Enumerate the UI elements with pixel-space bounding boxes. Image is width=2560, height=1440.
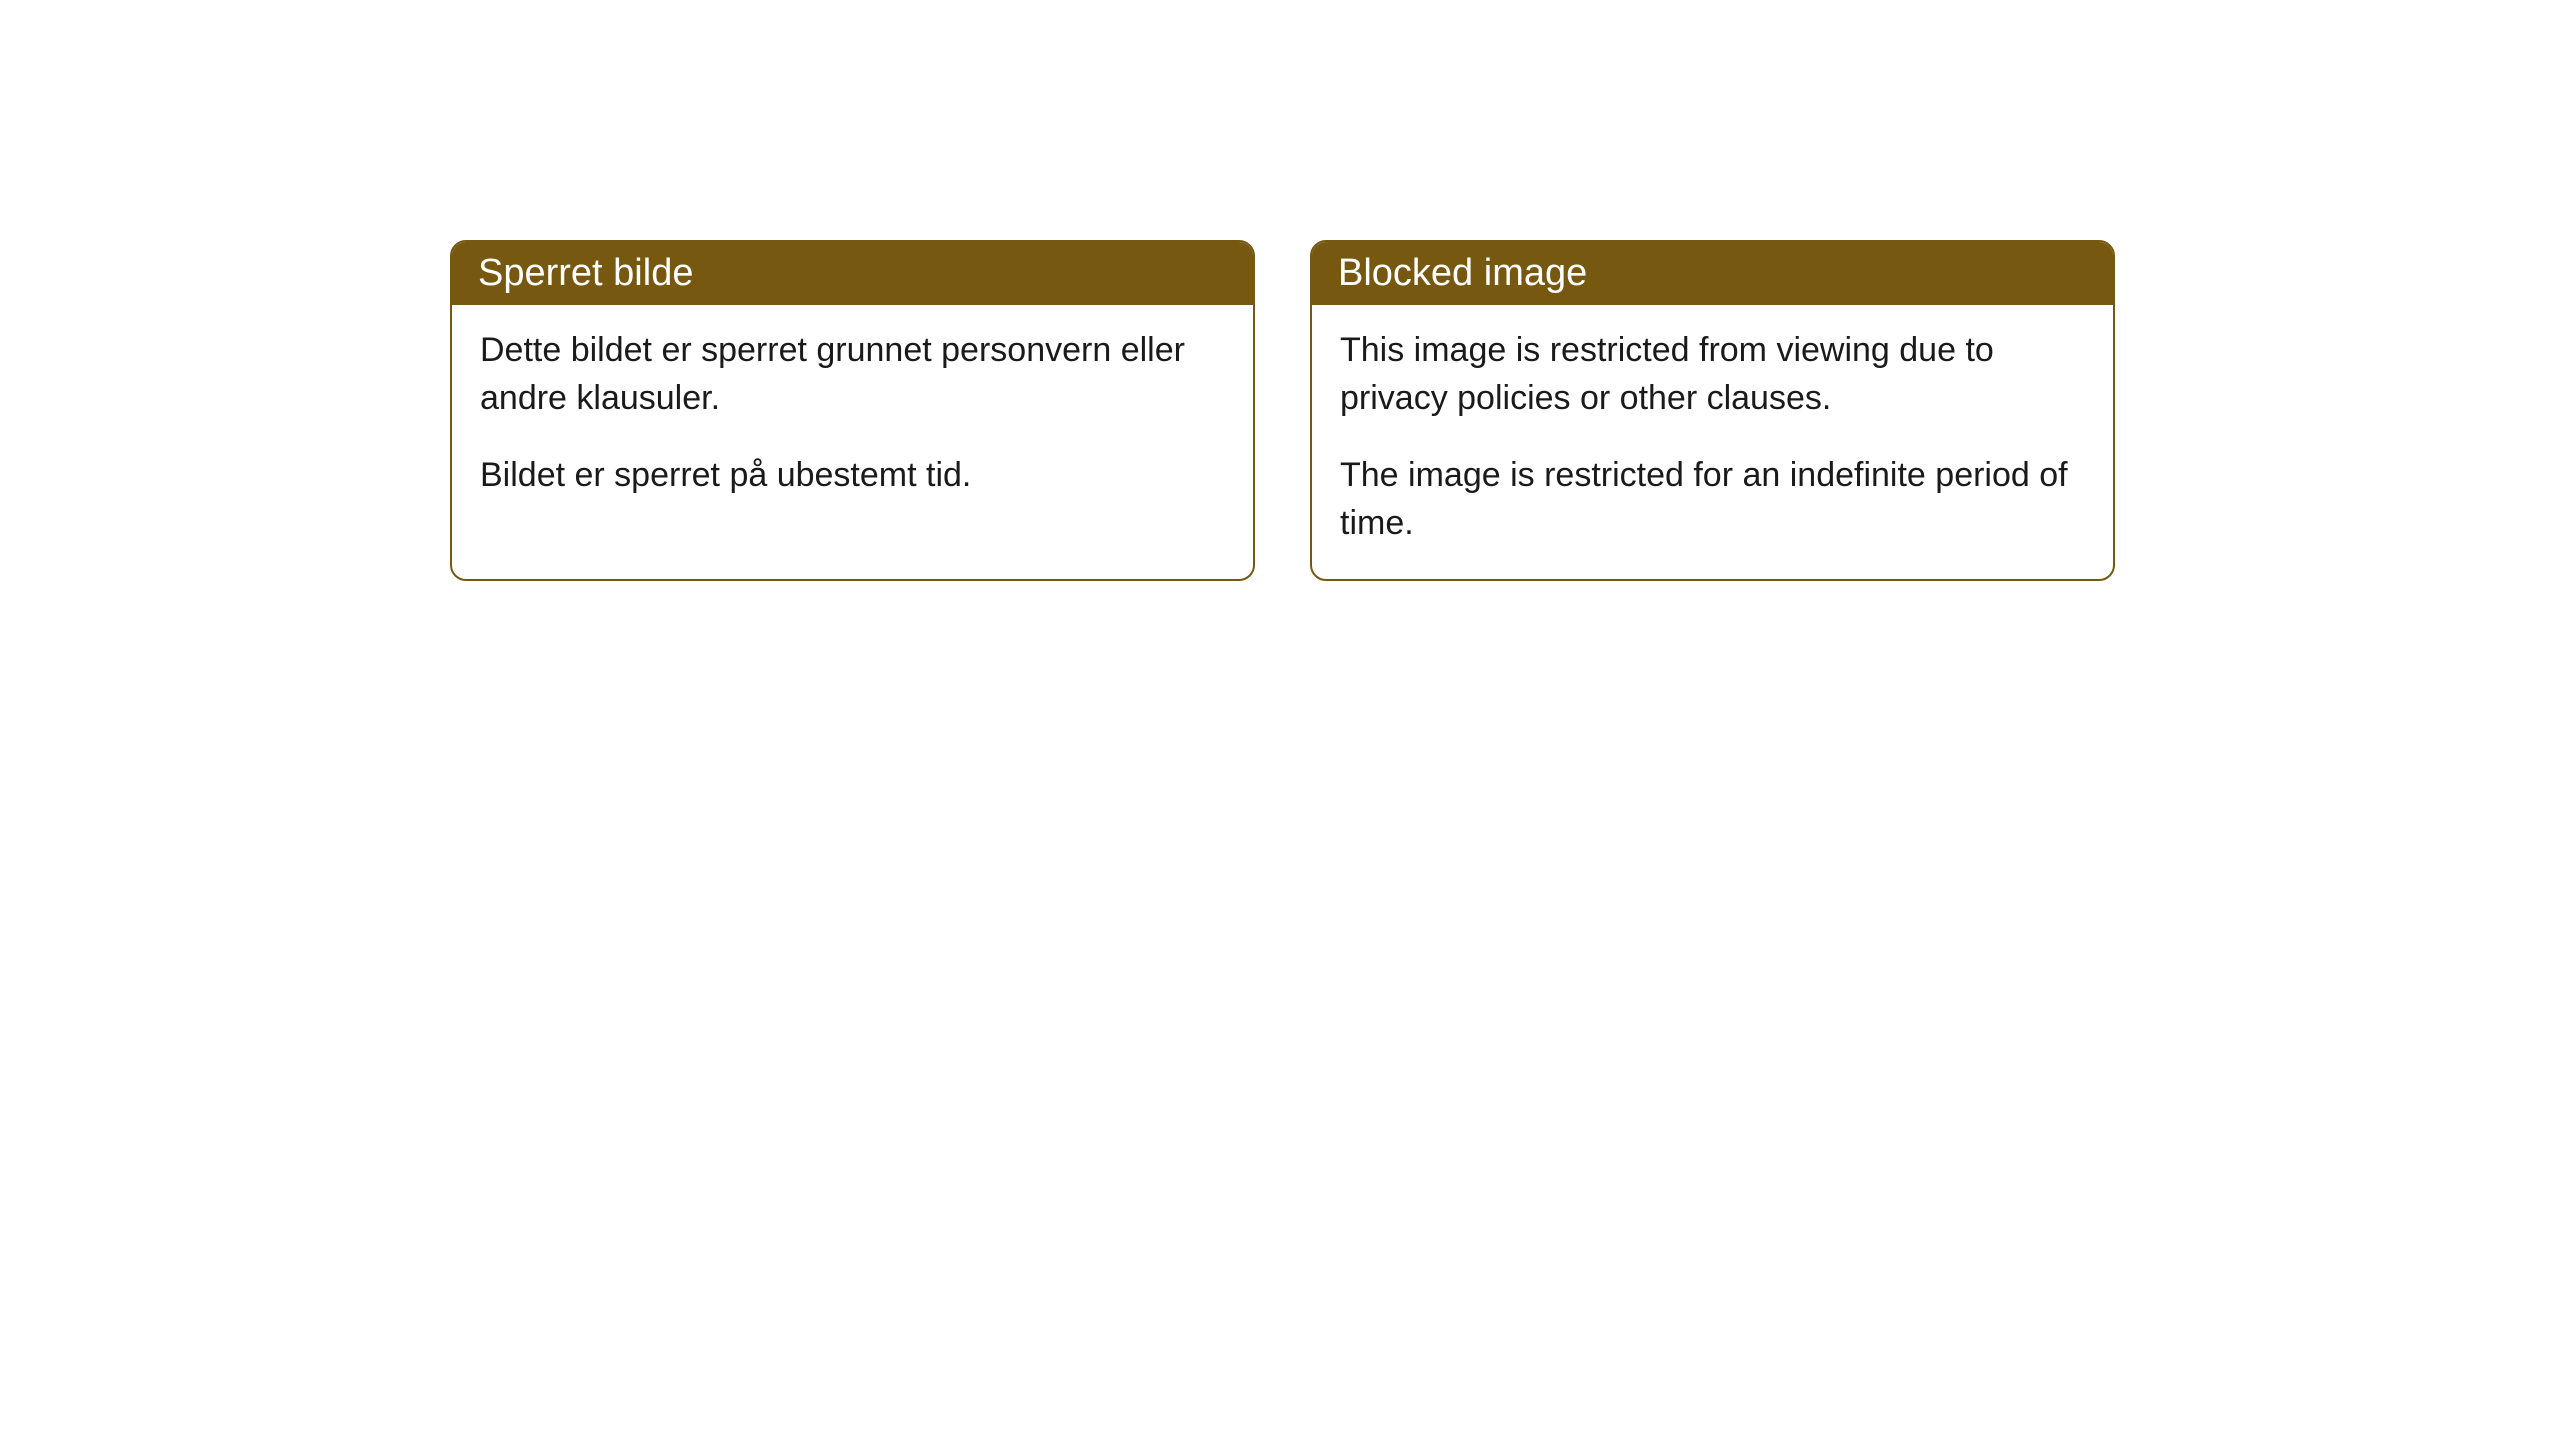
card-title: Blocked image: [1338, 252, 1587, 294]
card-title: Sperret bilde: [478, 252, 693, 294]
notice-cards-container: Sperret bilde Dette bildet er sperret gr…: [0, 0, 2560, 581]
blocked-image-card-english: Blocked image This image is restricted f…: [1310, 240, 2115, 581]
card-paragraph: Dette bildet er sperret grunnet personve…: [480, 327, 1225, 422]
card-paragraph: Bildet er sperret på ubestemt tid.: [480, 452, 1225, 500]
blocked-image-card-norwegian: Sperret bilde Dette bildet er sperret gr…: [450, 240, 1255, 581]
card-header: Sperret bilde: [452, 242, 1253, 305]
card-header: Blocked image: [1312, 242, 2113, 305]
card-paragraph: The image is restricted for an indefinit…: [1340, 452, 2085, 547]
card-paragraph: This image is restricted from viewing du…: [1340, 327, 2085, 422]
card-body: Dette bildet er sperret grunnet personve…: [452, 305, 1253, 532]
card-body: This image is restricted from viewing du…: [1312, 305, 2113, 579]
